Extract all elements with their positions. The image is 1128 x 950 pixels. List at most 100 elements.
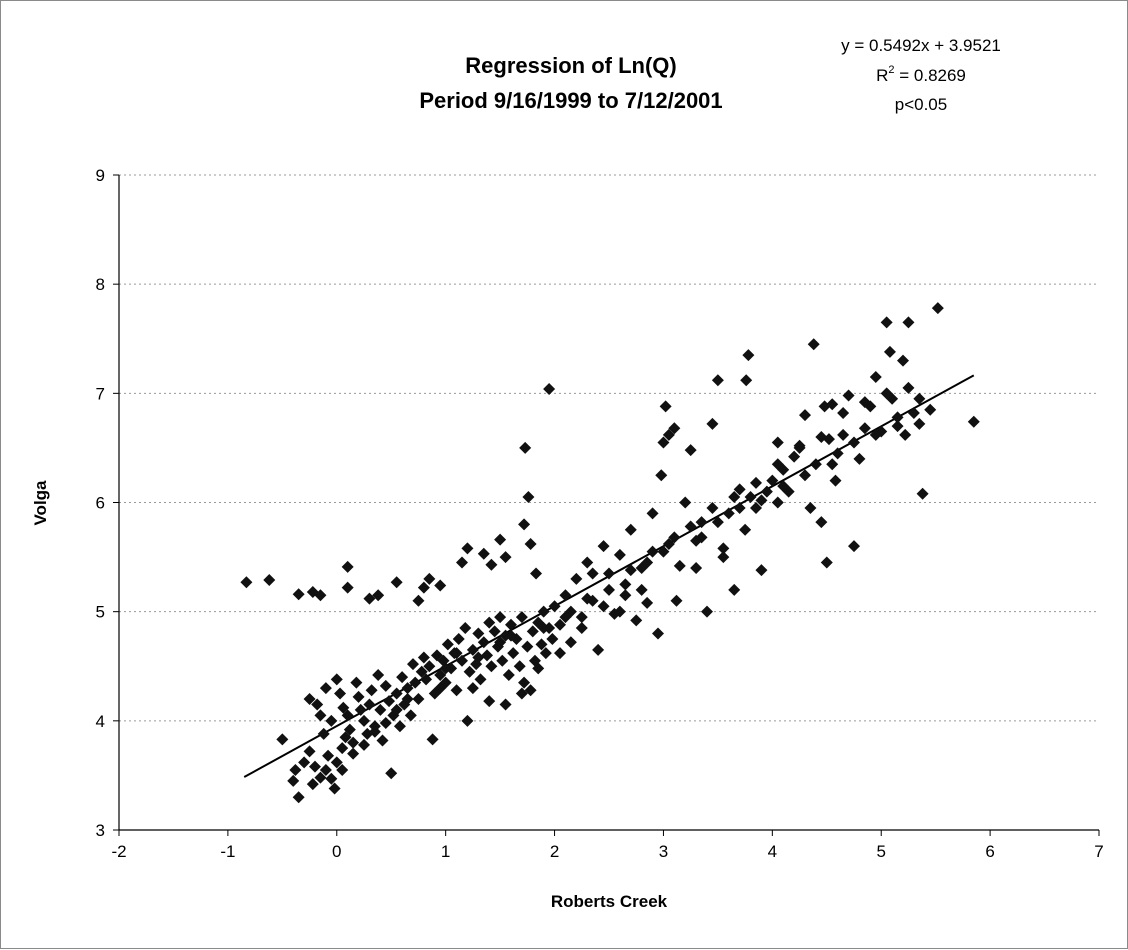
data-point — [393, 720, 406, 733]
data-point — [334, 687, 347, 700]
data-point — [379, 679, 392, 692]
data-point — [826, 458, 839, 471]
data-point — [499, 551, 512, 564]
data-point — [913, 392, 926, 405]
data-point — [330, 673, 343, 686]
data-point — [524, 537, 537, 550]
data-point — [336, 763, 349, 776]
data-point — [635, 583, 648, 596]
data-point — [314, 589, 327, 602]
data-point — [383, 695, 396, 708]
data-point — [372, 589, 385, 602]
data-point — [472, 651, 485, 664]
data-point — [755, 564, 768, 577]
data-point — [488, 625, 501, 638]
data-point — [461, 714, 474, 727]
data-point — [829, 474, 842, 487]
axes — [113, 174, 1100, 836]
data-point — [659, 400, 672, 413]
data-point — [722, 507, 735, 520]
y-tick-label: 8 — [96, 275, 105, 294]
data-point — [518, 676, 531, 689]
data-point — [657, 545, 670, 558]
data-point — [450, 647, 463, 660]
data-point — [619, 578, 632, 591]
data-point — [570, 572, 583, 585]
data-point — [292, 588, 305, 601]
data-point — [401, 693, 414, 705]
data-point — [463, 665, 476, 678]
data-point — [496, 654, 509, 667]
data-point — [483, 695, 496, 708]
data-point — [706, 501, 719, 514]
data-point — [477, 547, 490, 560]
data-point — [396, 671, 409, 684]
x-tick-label: 4 — [768, 842, 777, 861]
r-squared-label: R2 = 0.8269 — [876, 64, 966, 85]
data-point — [858, 396, 871, 409]
data-point — [515, 687, 528, 700]
data-point — [807, 338, 820, 351]
x-tick-label: 1 — [441, 842, 450, 861]
data-point — [507, 647, 520, 660]
data-point — [513, 660, 526, 673]
r2-value: = 0.8269 — [895, 66, 966, 85]
data-point — [306, 778, 319, 791]
data-point — [374, 703, 387, 716]
data-point — [409, 676, 422, 689]
data-point — [931, 302, 944, 315]
data-point — [521, 640, 534, 653]
data-point — [518, 518, 531, 531]
data-point — [292, 791, 305, 804]
data-point — [858, 422, 871, 435]
data-point — [459, 622, 472, 635]
x-tick-label: 3 — [659, 842, 668, 861]
data-point — [526, 625, 539, 638]
data-point — [423, 572, 436, 585]
data-point — [554, 618, 566, 631]
trendline-equation: y = 0.5492x + 3.9521 — [841, 36, 1001, 55]
data-point — [539, 647, 552, 660]
data-point — [343, 723, 356, 736]
data-point — [426, 733, 439, 746]
data-point — [263, 574, 276, 587]
data-point — [668, 422, 681, 435]
data-point — [575, 622, 588, 635]
data-point — [548, 600, 561, 613]
y-tick-label: 5 — [96, 603, 105, 622]
data-point — [740, 374, 753, 387]
data-point — [532, 662, 545, 675]
data-point — [766, 474, 779, 487]
data-point — [592, 643, 605, 656]
data-point — [314, 709, 327, 722]
data-point — [695, 516, 708, 529]
data-point — [390, 703, 403, 716]
data-point — [472, 627, 485, 640]
data-point — [522, 491, 535, 504]
data-point — [319, 763, 332, 776]
data-point — [586, 567, 599, 580]
data-point — [603, 583, 615, 596]
data-point — [897, 354, 909, 367]
data-point — [613, 605, 626, 618]
data-point — [788, 450, 801, 463]
data-point — [240, 576, 253, 589]
data-point — [412, 594, 425, 607]
data-point — [809, 458, 822, 471]
data-point — [619, 589, 632, 602]
data-point — [499, 698, 512, 711]
data-point — [319, 682, 332, 695]
data-point — [717, 542, 730, 555]
data-point — [771, 436, 784, 449]
data-point — [668, 531, 681, 544]
data-point — [820, 556, 833, 569]
data-point — [924, 403, 937, 416]
data-point — [543, 382, 556, 395]
tick-labels: 3 4 5 6 7 8 9 -2 -1 0 1 2 3 4 5 6 7 — [96, 166, 1104, 861]
data-point — [597, 600, 610, 613]
data-point — [341, 560, 354, 573]
data-point — [350, 676, 363, 689]
data-point — [684, 444, 697, 457]
data-point — [883, 345, 896, 358]
data-point — [276, 733, 289, 746]
